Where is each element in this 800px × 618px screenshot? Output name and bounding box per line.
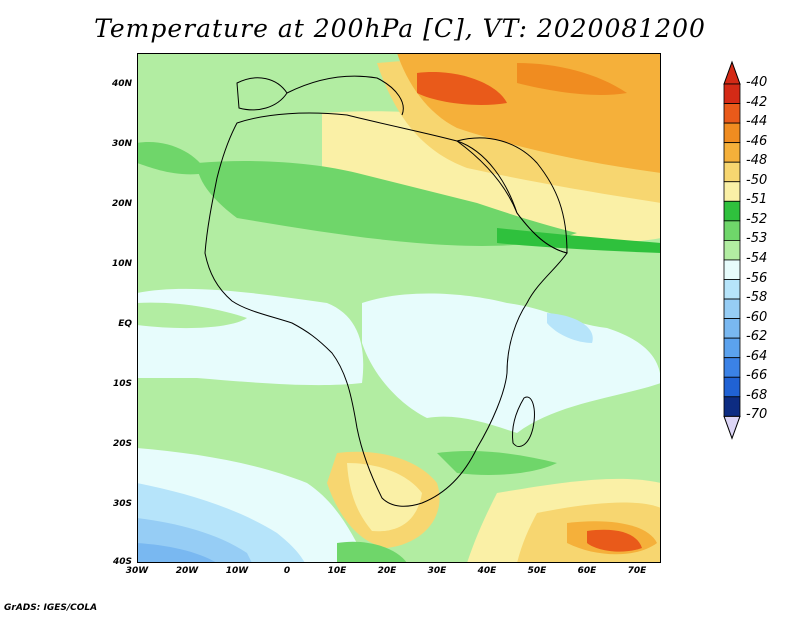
colorbar-box bbox=[723, 220, 741, 241]
x-tick-30e: 30E bbox=[427, 566, 447, 576]
colorbar-label: -54 bbox=[746, 250, 768, 266]
colorbar-label: -56 bbox=[746, 270, 768, 286]
colorbar-label: -48 bbox=[746, 153, 768, 169]
colorbar-label: -50 bbox=[746, 172, 768, 188]
y-tick-40n: 40N bbox=[111, 79, 132, 89]
grads-credit: GrADS: IGES/COLA bbox=[4, 603, 98, 613]
colorbar-box bbox=[723, 396, 741, 417]
x-tick-30w: 30W bbox=[125, 566, 149, 576]
colorbar-box bbox=[723, 181, 741, 202]
y-tick-30n: 30N bbox=[111, 139, 132, 149]
x-tick-40e: 40E bbox=[477, 566, 497, 576]
x-tick-20w: 20W bbox=[175, 566, 199, 576]
colorbar-label: -44 bbox=[746, 114, 768, 130]
y-tick-eq: EQ bbox=[118, 319, 132, 329]
colorbar-box bbox=[723, 83, 741, 104]
colorbar-box bbox=[723, 161, 741, 183]
temperature-map bbox=[137, 53, 661, 563]
colorbar-label: -70 bbox=[746, 407, 768, 423]
x-tick-70e: 70E bbox=[627, 566, 647, 576]
colorbar-box bbox=[723, 337, 741, 359]
y-tick-10n: 10N bbox=[111, 259, 132, 269]
x-tick-50e: 50E bbox=[527, 566, 547, 576]
colorbar-box bbox=[723, 259, 741, 280]
colorbar-box bbox=[723, 357, 741, 378]
x-tick-60e: 60E bbox=[577, 566, 597, 576]
colorbar-box bbox=[723, 142, 741, 163]
colorbar-label: -53 bbox=[746, 231, 768, 247]
x-tick-20e: 20E bbox=[377, 566, 397, 576]
colorbar-box bbox=[723, 318, 741, 339]
colorbar-label: -68 bbox=[746, 387, 768, 403]
colorbar-box bbox=[723, 103, 741, 124]
colorbar-box bbox=[723, 376, 741, 398]
colorbar-box bbox=[723, 298, 741, 320]
colorbar-label: -40 bbox=[746, 75, 768, 90]
colorbar-label: -62 bbox=[746, 329, 768, 345]
colorbar-label: -64 bbox=[746, 348, 768, 364]
colorbar-box bbox=[723, 200, 741, 222]
x-tick-0: 0 bbox=[283, 566, 291, 576]
x-tick-10w: 10W bbox=[225, 566, 249, 576]
x-tick-10e: 10E bbox=[327, 566, 347, 576]
y-tick-20s: 20S bbox=[112, 439, 132, 449]
colorbar-label: -52 bbox=[746, 211, 768, 227]
y-tick-10s: 10S bbox=[112, 379, 132, 389]
colorbar-label: -58 bbox=[746, 290, 768, 306]
colorbar-box bbox=[723, 279, 741, 300]
colorbar-label: -66 bbox=[746, 368, 768, 384]
colorbar-over-arrow bbox=[723, 60, 741, 85]
y-tick-20n: 20N bbox=[111, 199, 132, 209]
colorbar-under-arrow bbox=[723, 415, 741, 440]
colorbar-label: -42 bbox=[746, 94, 768, 110]
colorbar-label: -51 bbox=[746, 192, 768, 208]
colorbar-label: -60 bbox=[746, 309, 768, 325]
colorbar-label: -46 bbox=[746, 133, 768, 149]
y-tick-30s: 30S bbox=[112, 499, 132, 509]
map-title: Temperature at 200hPa [C], VT: 202008120… bbox=[94, 14, 706, 43]
colorbar-box bbox=[723, 122, 741, 144]
y-tick-40s: 40S bbox=[112, 557, 132, 567]
colorbar-box bbox=[723, 239, 741, 261]
colorbar bbox=[723, 60, 741, 440]
